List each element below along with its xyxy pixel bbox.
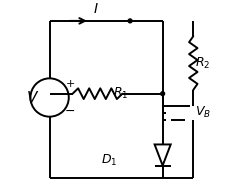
Text: $-$: $-$ [64,103,75,116]
Text: $R_2$: $R_2$ [195,55,210,71]
Circle shape [161,92,165,96]
Circle shape [128,19,132,23]
Text: $R_1$: $R_1$ [113,86,128,101]
Text: $D_1$: $D_1$ [101,153,118,168]
Text: $V$: $V$ [26,89,39,106]
Polygon shape [155,145,171,165]
Text: $I$: $I$ [93,2,99,16]
Text: $+$: $+$ [65,78,75,89]
Text: $V_B$: $V_B$ [195,105,211,120]
